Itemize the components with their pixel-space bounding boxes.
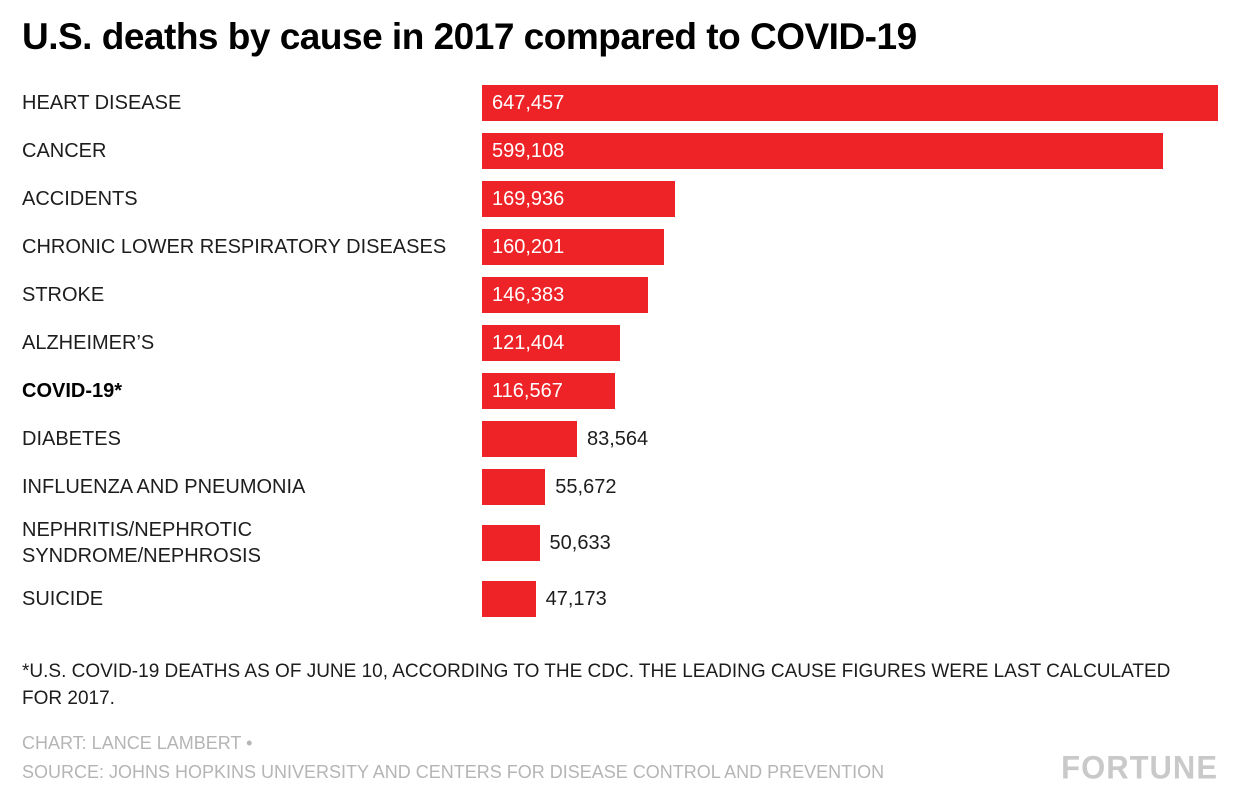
bar: 647,457 xyxy=(482,85,1218,121)
value-label: 50,633 xyxy=(549,531,611,554)
value-label: 121,404 xyxy=(492,331,565,354)
bar: 169,936 xyxy=(482,181,676,217)
category-label: NEPHRITIS/NEPHROTIC SYNDROME/NEPHROSIS xyxy=(22,519,261,567)
bar xyxy=(482,469,546,505)
category-label: ALZHEIMER’S xyxy=(22,332,155,354)
value-label: 169,936 xyxy=(492,187,565,210)
bar xyxy=(482,525,540,561)
value-label: 146,383 xyxy=(492,283,565,306)
bar-row: ACCIDENTS 169,936 xyxy=(22,181,1218,217)
bar-area: 116,567 xyxy=(482,373,1218,409)
bar-area: 169,936 xyxy=(482,181,1218,217)
bar: 599,108 xyxy=(482,133,1164,169)
value-label: 160,201 xyxy=(492,235,565,258)
bar xyxy=(482,421,577,457)
credit-source: SOURCE: JOHNS HOPKINS UNIVERSITY AND CEN… xyxy=(22,761,885,782)
bar-area: 55,672 xyxy=(482,469,1218,505)
value-label: 599,108 xyxy=(492,139,565,162)
category-label: HEART DISEASE xyxy=(22,92,182,114)
bar-area: 160,201 xyxy=(482,229,1218,265)
category-label: ACCIDENTS xyxy=(22,188,138,210)
bar-area: 599,108 xyxy=(482,133,1218,169)
bar-row: DIABETES 83,564 xyxy=(22,421,1218,457)
bar-row: CANCER 599,108 xyxy=(22,133,1218,169)
bar-row: COVID-19* 116,567 xyxy=(22,373,1218,409)
category-label: CHRONIC LOWER RESPIRATORY DISEASES xyxy=(22,236,447,258)
bar-area: 121,404 xyxy=(482,325,1218,361)
category-label: SUICIDE xyxy=(22,588,104,610)
value-label: 116,567 xyxy=(492,379,563,402)
bar: 116,567 xyxy=(482,373,615,409)
chart-title: U.S. deaths by cause in 2017 compared to… xyxy=(22,16,917,57)
category-label: COVID-19* xyxy=(22,380,123,402)
bar-area: 647,457 xyxy=(482,85,1218,121)
bar-area: 83,564 xyxy=(482,421,1218,457)
credit-chart-author: CHART: LANCE LAMBERT • xyxy=(22,732,253,753)
value-label: 55,672 xyxy=(555,475,617,498)
value-label: 83,564 xyxy=(586,427,649,450)
credits-row: CHART: LANCE LAMBERT • SOURCE: JOHNS HOP… xyxy=(22,729,1218,787)
bar: 146,383 xyxy=(482,277,649,313)
category-label: STROKE xyxy=(22,284,105,306)
bar-area: 47,173 xyxy=(482,581,1218,617)
bar-chart: HEART DISEASE 647,457 CANCER 599,108 ACCIDEN… xyxy=(22,85,1218,617)
bar: 160,201 xyxy=(482,229,665,265)
footnote: *U.S. COVID-19 DEATHS AS OF JUNE 10, ACC… xyxy=(22,661,1171,709)
bar-row: INFLUENZA AND PNEUMONIA 55,672 xyxy=(22,469,1218,505)
value-label: 647,457 xyxy=(492,91,565,114)
bar: 121,404 xyxy=(482,325,620,361)
bar-area: 50,633 xyxy=(482,525,1218,561)
bar-row: HEART DISEASE 647,457 xyxy=(22,85,1218,121)
category-label: CANCER xyxy=(22,140,107,162)
bar-row: CHRONIC LOWER RESPIRATORY DISEASES 160,20… xyxy=(22,229,1218,265)
bar-row: NEPHRITIS/NEPHROTIC SYNDROME/NEPHROSIS 50… xyxy=(22,517,1218,569)
bar-area: 146,383 xyxy=(482,277,1218,313)
credits: CHART: LANCE LAMBERT • SOURCE: JOHNS HOP… xyxy=(22,729,884,787)
value-label: 47,173 xyxy=(545,587,607,610)
category-label: INFLUENZA AND PNEUMONIA xyxy=(22,476,306,498)
bar xyxy=(482,581,536,617)
bar-row: SUICIDE 47,173 xyxy=(22,581,1218,617)
category-label: DIABETES xyxy=(22,428,121,450)
bar-row: ALZHEIMER’S 121,404 xyxy=(22,325,1218,361)
bar-row: STROKE 146,383 xyxy=(22,277,1218,313)
fortune-logo: FORTUNE xyxy=(1061,748,1218,786)
